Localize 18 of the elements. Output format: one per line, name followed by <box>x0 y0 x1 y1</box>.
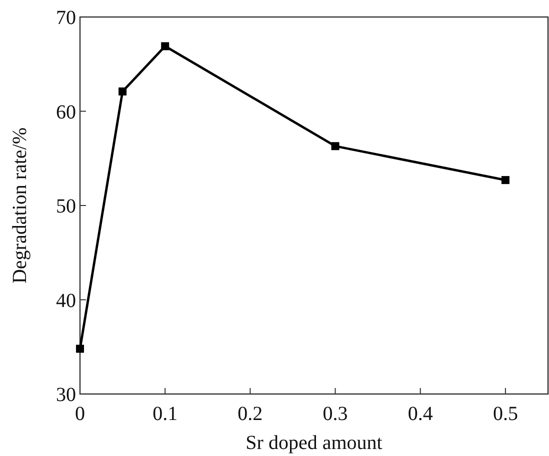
point <box>76 344 84 353</box>
x-axis-title: Sr doped amount <box>246 432 383 454</box>
x-tick-label: 0.4 <box>408 403 433 425</box>
x-tick-label: 0.5 <box>492 403 518 425</box>
point <box>161 42 170 50</box>
x-tick-label: 0.1 <box>152 403 178 425</box>
y-tick-label: 60 <box>56 101 76 124</box>
y-axis-title: Degradation rate/% <box>9 127 31 284</box>
x-tick-label: 0 <box>75 403 85 425</box>
y-tick-label: 70 <box>56 7 76 29</box>
y-tick-label: 30 <box>56 384 76 406</box>
point <box>501 176 510 184</box>
x-tick-label: 0.2 <box>238 403 263 425</box>
y-tick-label: 40 <box>56 290 76 312</box>
point <box>118 87 127 96</box>
x-tick-label: 0.3 <box>322 403 348 425</box>
y-tick-label: 50 <box>56 196 76 218</box>
point <box>331 142 340 150</box>
